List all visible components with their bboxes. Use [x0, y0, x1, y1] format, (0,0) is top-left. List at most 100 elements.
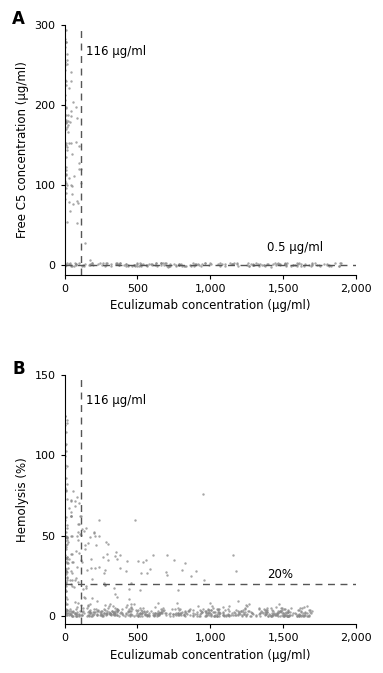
Point	[253, 258, 259, 269]
Point	[87, 607, 93, 618]
Point	[190, 605, 196, 616]
Point	[128, 602, 134, 613]
Point	[187, 609, 193, 620]
Point	[149, 260, 155, 271]
Text: A: A	[12, 10, 25, 28]
Point	[74, 562, 80, 573]
Point	[68, 609, 74, 620]
Point	[241, 609, 247, 620]
Point	[62, 176, 68, 186]
Point	[63, 427, 69, 437]
Point	[272, 609, 278, 620]
Point	[269, 610, 275, 621]
Point	[63, 531, 69, 542]
Point	[270, 606, 276, 617]
Point	[69, 530, 75, 541]
Point	[74, 610, 80, 621]
Point	[259, 605, 265, 616]
Point	[93, 540, 99, 551]
Point	[123, 258, 129, 269]
Point	[76, 610, 82, 621]
Point	[112, 607, 118, 618]
Point	[144, 610, 150, 621]
Point	[266, 608, 272, 619]
Point	[117, 549, 123, 560]
Point	[236, 606, 242, 617]
Point	[264, 603, 270, 614]
Point	[68, 110, 74, 121]
Point	[299, 609, 305, 620]
Point	[152, 259, 158, 270]
Point	[85, 610, 92, 621]
Point	[63, 599, 69, 610]
Point	[67, 606, 74, 616]
Point	[87, 608, 93, 618]
Point	[144, 260, 150, 271]
Point	[190, 610, 196, 621]
Point	[306, 604, 313, 615]
Point	[112, 551, 118, 561]
Point	[257, 608, 263, 618]
Point	[146, 258, 152, 269]
Point	[64, 533, 70, 544]
Point	[66, 554, 72, 565]
Point	[164, 550, 170, 561]
Point	[172, 609, 178, 620]
Point	[63, 439, 69, 450]
Point	[64, 116, 70, 127]
Point	[69, 565, 75, 576]
Point	[163, 567, 169, 577]
Point	[205, 610, 211, 621]
Point	[110, 601, 116, 612]
Point	[141, 606, 147, 617]
Point	[138, 608, 144, 619]
Point	[89, 257, 95, 268]
Point	[142, 609, 148, 620]
Point	[94, 608, 100, 619]
Point	[125, 610, 131, 621]
Point	[158, 607, 164, 618]
Point	[73, 610, 79, 621]
Point	[131, 610, 137, 621]
Point	[198, 606, 205, 617]
Point	[288, 603, 294, 614]
Point	[63, 552, 69, 563]
Point	[294, 258, 300, 269]
Point	[65, 115, 72, 126]
Point	[211, 607, 218, 618]
Point	[72, 607, 78, 618]
Point	[111, 606, 117, 617]
Point	[69, 261, 75, 272]
Point	[115, 604, 121, 615]
Point	[67, 574, 74, 585]
Point	[210, 606, 216, 617]
Point	[100, 551, 106, 562]
Point	[208, 258, 214, 269]
Point	[62, 486, 69, 497]
Point	[171, 555, 177, 565]
Point	[169, 604, 175, 614]
Point	[250, 259, 257, 270]
Point	[108, 260, 115, 271]
Point	[188, 571, 194, 581]
Point	[98, 608, 104, 619]
Point	[224, 608, 231, 619]
Point	[85, 601, 91, 612]
Point	[255, 259, 261, 270]
Point	[275, 258, 281, 269]
Point	[64, 567, 70, 577]
Point	[143, 555, 149, 565]
Point	[225, 609, 231, 620]
Point	[69, 557, 75, 567]
Point	[104, 606, 110, 616]
Point	[63, 604, 69, 614]
Point	[262, 260, 268, 271]
Point	[103, 609, 109, 620]
Point	[301, 261, 308, 272]
Point	[337, 257, 343, 268]
Point	[66, 137, 72, 148]
Point	[64, 575, 70, 586]
Point	[268, 610, 275, 621]
Point	[62, 580, 68, 591]
Point	[63, 139, 69, 150]
